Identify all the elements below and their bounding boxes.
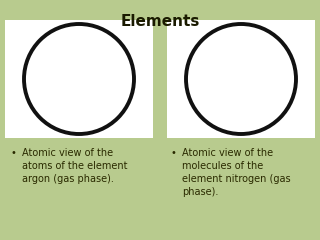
Text: Atomic view of the: Atomic view of the [22,148,113,158]
Circle shape [24,24,134,134]
Text: Atomic view of the: Atomic view of the [182,148,273,158]
Bar [5,20,153,138]
Text: molecules of the: molecules of the [182,161,263,171]
Text: •: • [170,148,176,158]
Text: phase).: phase). [182,187,218,197]
Circle shape [186,24,296,134]
Text: atoms of the element: atoms of the element [22,161,127,171]
Text: element nitrogen (gas: element nitrogen (gas [182,174,291,184]
Text: Elements: Elements [120,14,200,29]
Bar [167,20,315,138]
Text: argon (gas phase).: argon (gas phase). [22,174,114,184]
Text: •: • [10,148,16,158]
